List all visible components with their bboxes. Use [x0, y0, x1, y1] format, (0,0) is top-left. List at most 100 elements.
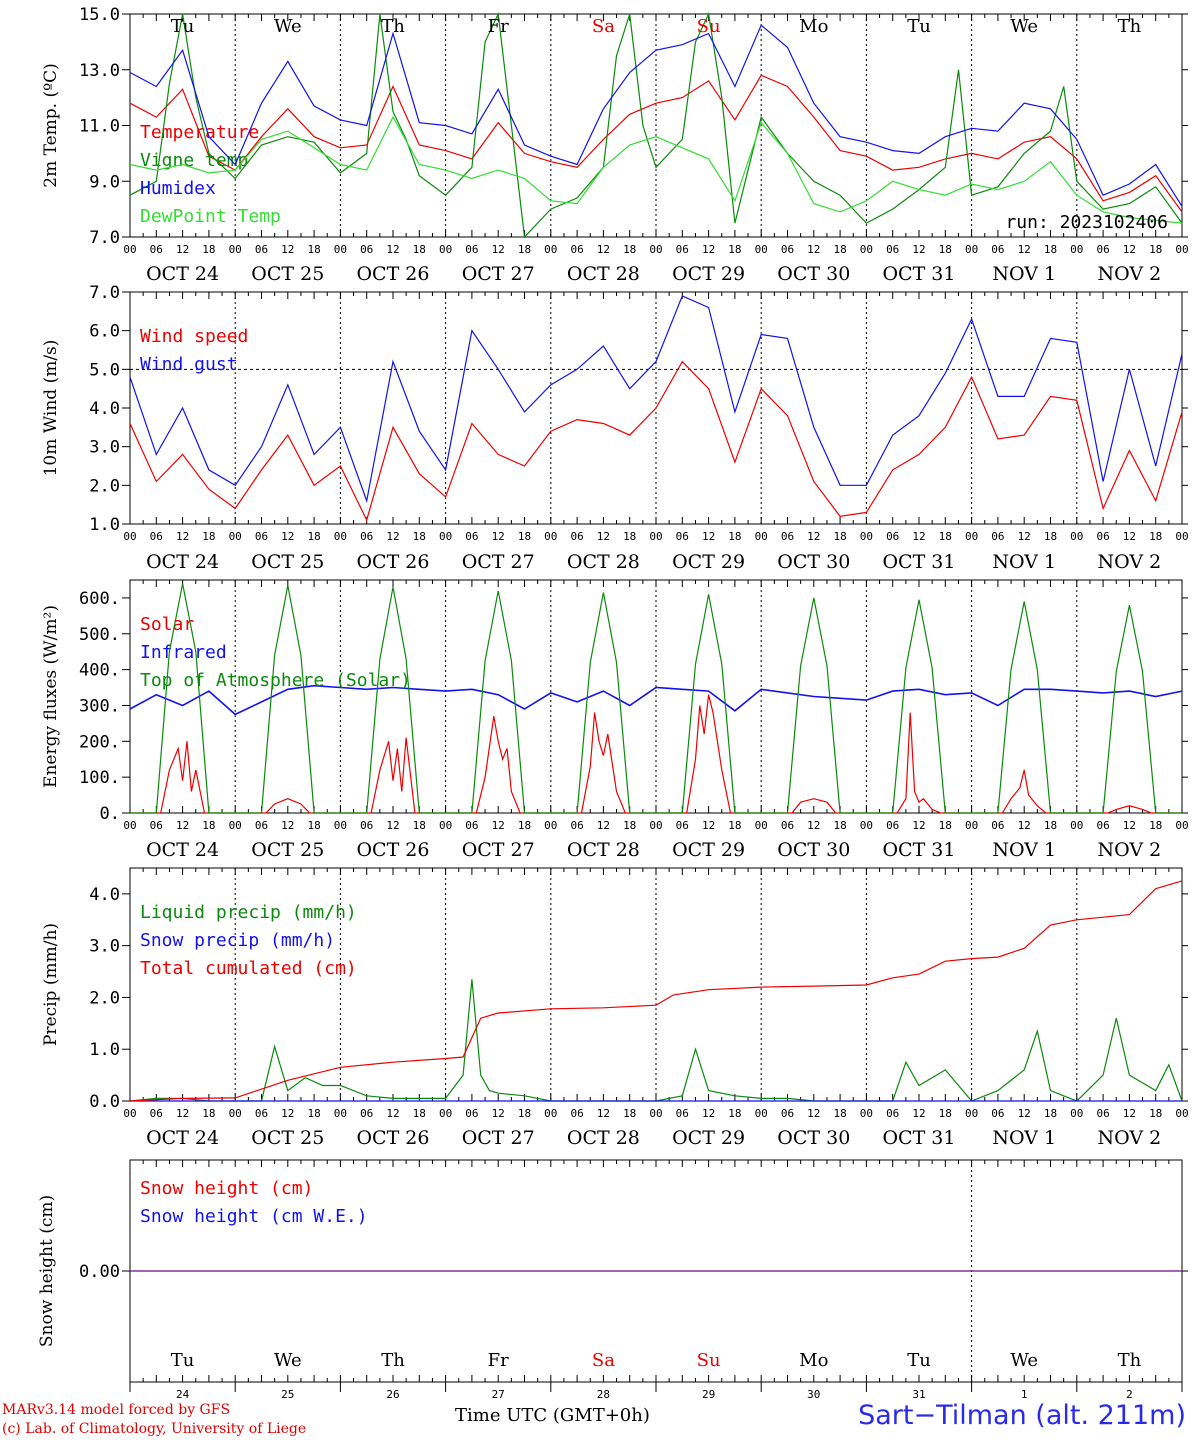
hour-tick-label: 18	[939, 530, 952, 543]
date-label: OCT 26	[356, 263, 429, 285]
hour-tick-label: 18	[728, 1107, 741, 1120]
hour-tick-label: 00	[439, 530, 452, 543]
hour-tick-label: 00	[860, 819, 873, 832]
day-number-label: 25	[281, 1388, 294, 1401]
hour-tick-label: 06	[1096, 1107, 1109, 1120]
hour-tick-label: 00	[544, 243, 557, 256]
hour-tick-label: 12	[176, 530, 189, 543]
hour-tick-label: 00	[334, 819, 347, 832]
date-label: OCT 25	[251, 551, 324, 573]
day-of-week-label: Th	[381, 16, 405, 37]
day-of-week-label: We	[274, 16, 302, 37]
hour-tick-label: 00	[1070, 1107, 1083, 1120]
hour-tick-label: 18	[939, 243, 952, 256]
date-label: OCT 31	[882, 551, 955, 573]
hour-tick-label: 00	[439, 243, 452, 256]
date-label: NOV 1	[992, 551, 1056, 573]
hour-tick-label: 00	[1070, 530, 1083, 543]
legend-entry: Wind gust	[140, 354, 238, 375]
y-axis-label: Energy fluxes (W/m²)	[41, 605, 61, 788]
hour-tick-label: 00	[544, 819, 557, 832]
date-label: OCT 29	[672, 1127, 745, 1149]
y-tick-label: 6.0	[89, 322, 120, 342]
hour-tick-label: 18	[413, 1107, 426, 1120]
hour-tick-label: 00	[544, 1107, 557, 1120]
hour-tick-label: 00	[229, 819, 242, 832]
y-tick-label: 0.00	[79, 1262, 120, 1282]
hour-tick-label: 06	[676, 530, 689, 543]
date-label: OCT 30	[777, 551, 850, 573]
hour-tick-label: 18	[202, 1107, 215, 1120]
hour-tick-label: 06	[991, 243, 1004, 256]
legend-entry: Vigne temp	[140, 150, 248, 171]
day-of-week-label: Mo	[799, 1350, 828, 1371]
hour-tick-label: 00	[123, 1107, 136, 1120]
y-tick-label: 0.0	[89, 1092, 120, 1112]
hour-tick-label: 06	[360, 243, 373, 256]
y-tick-label: 11.0	[79, 117, 120, 137]
y-tick-label: 2.0	[89, 476, 120, 496]
y-tick-label: 300.	[79, 696, 120, 716]
y-axis-label: 2m Temp. (ºC)	[41, 63, 61, 188]
hour-tick-label: 00	[755, 819, 768, 832]
day-of-week-label: Th	[1118, 16, 1142, 37]
hour-tick-label: 12	[807, 819, 820, 832]
date-label: OCT 27	[462, 1127, 535, 1149]
day-of-week-label: Sa	[592, 16, 615, 37]
hour-tick-label: 18	[623, 819, 636, 832]
hour-tick-label: 06	[886, 819, 899, 832]
hour-tick-label: 12	[912, 530, 925, 543]
hour-tick-label: 00	[544, 530, 557, 543]
hour-tick-label: 18	[623, 1107, 636, 1120]
hour-tick-label: 12	[597, 819, 610, 832]
legend-entry: Liquid precip (mm/h)	[140, 902, 357, 923]
series-line	[129, 684, 1183, 716]
hour-tick-label: 00	[965, 530, 978, 543]
hour-tick-label: 00	[965, 1107, 978, 1120]
day-of-week-label: We	[274, 1350, 302, 1371]
hour-tick-label: 06	[570, 530, 583, 543]
hour-tick-label: 06	[360, 530, 373, 543]
legend-entry: Snow precip (mm/h)	[140, 930, 335, 951]
hour-tick-label: 06	[781, 1107, 794, 1120]
day-number-label: 2	[1126, 1388, 1133, 1401]
day-number-label: 31	[912, 1388, 925, 1401]
day-of-week-label: Th	[1118, 1350, 1142, 1371]
hour-tick-label: 12	[1123, 819, 1136, 832]
date-label: NOV 1	[992, 263, 1056, 285]
date-label: OCT 31	[882, 263, 955, 285]
hour-tick-label: 00	[755, 243, 768, 256]
hour-tick-label: 06	[676, 1107, 689, 1120]
y-tick-label: 400.	[79, 661, 120, 681]
hour-tick-label: 00	[229, 1107, 242, 1120]
series-line	[130, 583, 1182, 814]
y-tick-label: 13.0	[79, 61, 120, 81]
hour-tick-label: 06	[150, 1107, 163, 1120]
hour-tick-label: 12	[1018, 530, 1031, 543]
date-label: OCT 30	[777, 839, 850, 861]
day-of-week-label: Mo	[799, 16, 828, 37]
legend-entry: Solar	[140, 614, 194, 635]
legend-entry: Total cumulated (cm)	[140, 958, 357, 979]
hour-tick-label: 12	[176, 819, 189, 832]
hour-tick-label: 18	[1149, 243, 1162, 256]
hour-tick-label: 06	[255, 819, 268, 832]
hour-tick-label: 00	[1070, 243, 1083, 256]
hour-tick-label: 00	[860, 243, 873, 256]
hour-tick-label: 18	[1149, 1107, 1162, 1120]
date-label: NOV 2	[1098, 551, 1162, 573]
date-label: NOV 1	[992, 1127, 1056, 1149]
hour-tick-label: 00	[965, 819, 978, 832]
hour-tick-label: 06	[360, 1107, 373, 1120]
hour-tick-label: 12	[1123, 1107, 1136, 1120]
date-label: OCT 31	[882, 839, 955, 861]
hour-tick-label: 06	[676, 819, 689, 832]
hour-tick-label: 18	[939, 1107, 952, 1120]
y-tick-label: 200.	[79, 732, 120, 752]
y-axis-label: 10m Wind (m/s)	[41, 340, 61, 477]
hour-tick-label: 18	[728, 530, 741, 543]
series-line	[129, 979, 1183, 1102]
legend-entry: Temperature	[140, 122, 259, 143]
hour-tick-label: 12	[702, 530, 715, 543]
